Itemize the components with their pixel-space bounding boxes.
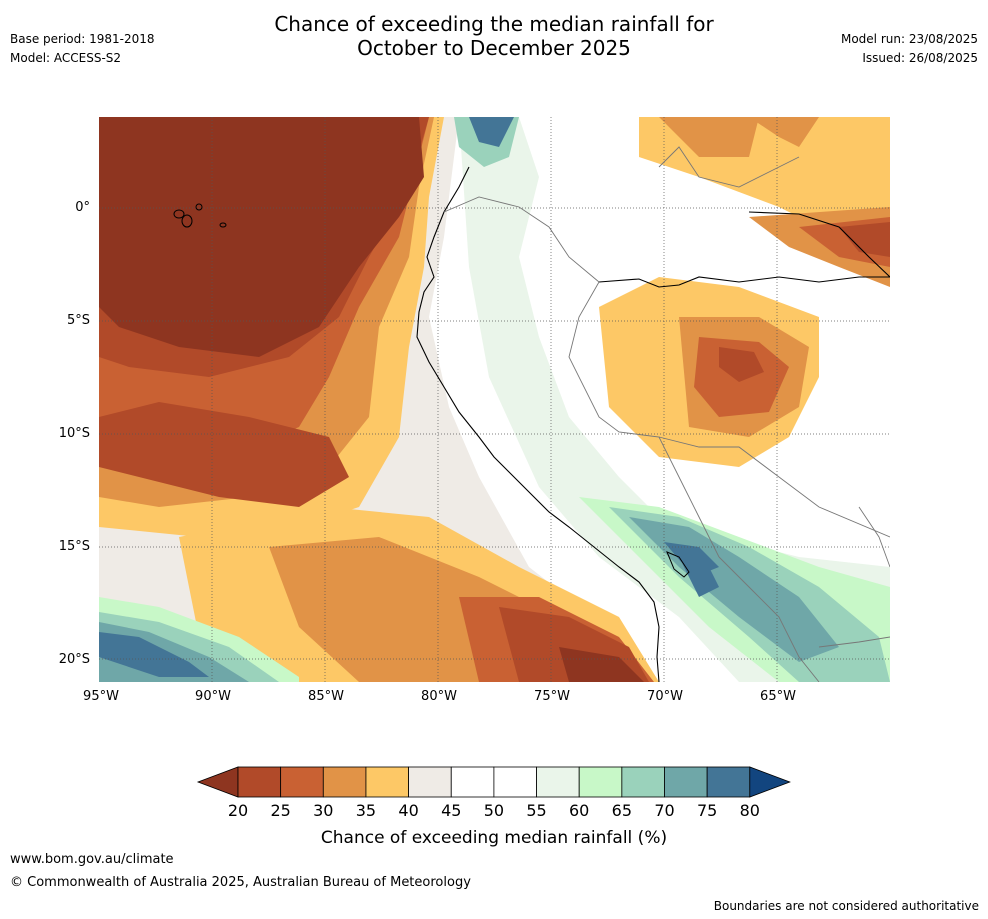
colorbar-extend-low xyxy=(196,766,239,798)
colorbar-cell xyxy=(706,766,751,798)
colorbar-cell xyxy=(237,766,282,798)
region-25-east xyxy=(719,347,764,382)
colorbar-tick-label: 60 xyxy=(569,801,590,820)
issued-text: Issued: 26/08/2025 xyxy=(862,51,978,65)
meta-right: Model run: 23/08/2025 Issued: 26/08/2025 xyxy=(841,30,978,68)
title-line-1: Chance of exceeding the median rainfall … xyxy=(274,12,714,36)
region-75-sw xyxy=(99,632,209,677)
lon-label-70w: 70°W xyxy=(647,689,683,704)
lon-label-80w: 80°W xyxy=(421,689,457,704)
lon-label-75w: 75°W xyxy=(534,689,570,704)
title-line-2: October to December 2025 xyxy=(357,36,631,60)
rainfall-map-svg xyxy=(99,117,890,682)
footer-url: www.bom.gov.au/climate xyxy=(10,852,174,867)
lat-label-15s: 15°S xyxy=(58,539,90,554)
colorbar-cell xyxy=(450,766,495,798)
colorbar-tick-label: 40 xyxy=(398,801,419,820)
colorbar-cell xyxy=(578,766,623,798)
lat-label-20s: 20°S xyxy=(58,652,90,667)
lat-label-5s: 5°S xyxy=(66,313,90,328)
graticule xyxy=(99,117,890,682)
colorbar-tick-label: 80 xyxy=(739,801,760,820)
model-run-text: Model run: 23/08/2025 xyxy=(840,32,978,46)
region-20-south xyxy=(559,647,644,682)
lon-label-85w: 85°W xyxy=(308,689,344,704)
colorbar xyxy=(196,766,791,798)
coastline-north xyxy=(748,211,890,278)
lat-label-10s: 10°S xyxy=(58,426,90,441)
colorbar-extend-high xyxy=(749,766,791,798)
lat-label-0: 0° xyxy=(75,200,90,215)
country-borders xyxy=(443,146,890,682)
model-text: Model: ACCESS-S2 xyxy=(10,51,122,65)
colorbar-cell xyxy=(365,766,409,798)
base-period-text: Base period: 1981-2018 xyxy=(10,32,155,46)
region-25-ne xyxy=(839,222,890,257)
rainfall-map xyxy=(99,117,890,682)
colorbar-cell xyxy=(322,766,367,798)
colorbar-tick-label: 75 xyxy=(696,801,718,820)
colorbar-cell xyxy=(536,766,580,798)
colorbar-label: Chance of exceeding median rainfall (%) xyxy=(320,828,668,848)
region-25-band xyxy=(99,402,349,507)
lon-label-90w: 90°W xyxy=(195,689,231,704)
colorbar-tick-label: 65 xyxy=(611,801,633,820)
colorbar-cell xyxy=(621,766,665,798)
colorbar-cell xyxy=(493,766,537,798)
colorbar-tick-label: 70 xyxy=(654,801,675,820)
colorbar-tick-label: 55 xyxy=(526,801,547,820)
lon-label-95w: 95°W xyxy=(83,689,119,704)
footer-copyright: © Commonwealth of Australia 2025, Austra… xyxy=(10,875,471,890)
lake-titicaca xyxy=(666,551,690,578)
colorbar-cell xyxy=(280,766,324,798)
colorbar-tick-label: 25 xyxy=(270,801,291,820)
colorbar-tick-label: 20 xyxy=(227,801,249,820)
colorbar-tick-label: 35 xyxy=(355,801,377,820)
lon-label-65w: 65°W xyxy=(760,689,796,704)
colorbar-cell xyxy=(408,766,452,798)
coastline xyxy=(416,166,660,682)
region-75-east xyxy=(664,542,719,597)
region-75-north xyxy=(469,117,514,147)
amazon-river xyxy=(598,276,890,288)
colorbar-tick-label: 50 xyxy=(483,801,505,820)
galapagos-islands xyxy=(173,203,227,228)
meta-left: Base period: 1981-2018 Model: ACCESS-S2 xyxy=(10,30,155,68)
colorbar-tick-label: 30 xyxy=(313,801,334,820)
footer-note: Boundaries are not considered authoritat… xyxy=(713,899,979,913)
map-title: Chance of exceeding the median rainfall … xyxy=(0,12,988,60)
colorbar-cell xyxy=(664,766,708,798)
colorbar-tick-label: 45 xyxy=(441,801,462,820)
region-35-top xyxy=(659,117,819,157)
region-20-core xyxy=(99,117,424,357)
